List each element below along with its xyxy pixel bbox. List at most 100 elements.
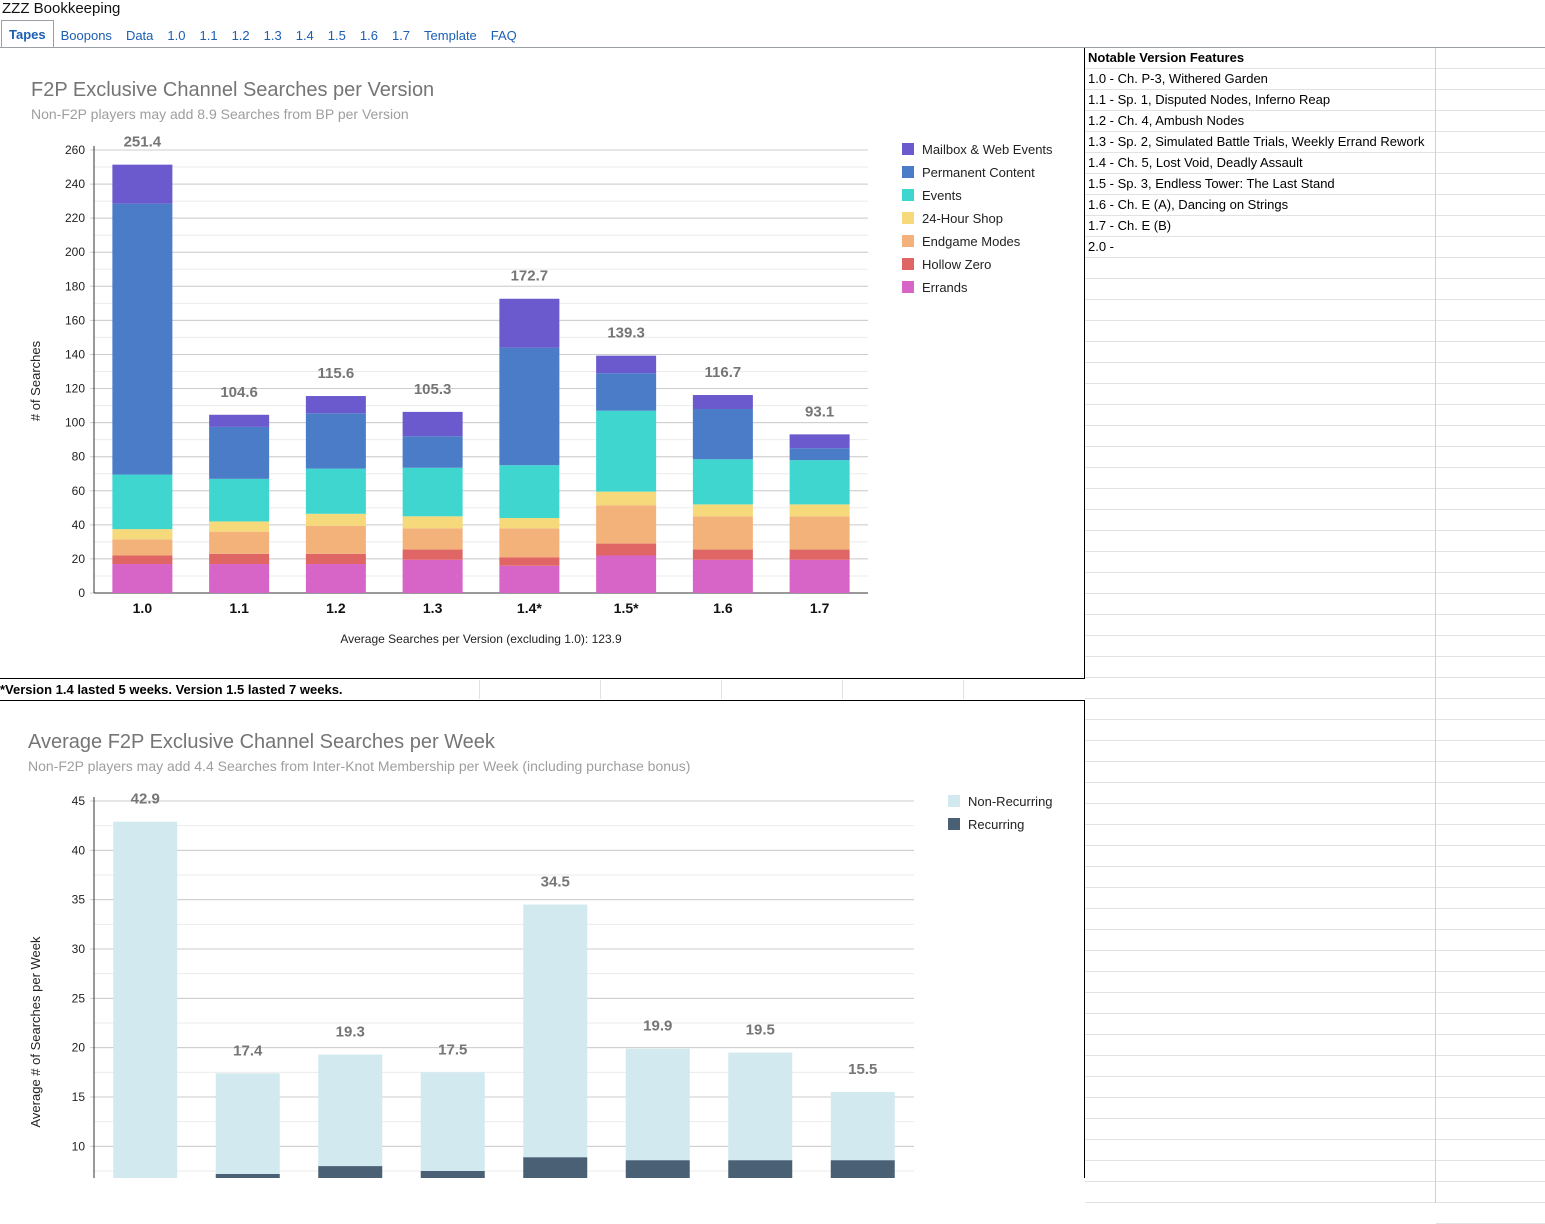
empty-cell[interactable] [1085, 594, 1435, 615]
empty-cell[interactable] [1085, 531, 1435, 552]
empty-cell[interactable] [1436, 342, 1545, 363]
empty-cell[interactable] [1085, 279, 1435, 300]
empty-cell[interactable] [1085, 1056, 1435, 1077]
empty-cell[interactable] [1436, 993, 1545, 1014]
empty-cell[interactable] [1436, 615, 1545, 636]
empty-cell[interactable] [1085, 363, 1435, 384]
empty-cell[interactable] [1436, 909, 1545, 930]
feature-row[interactable]: 1.1 - Sp. 1, Disputed Nodes, Inferno Rea… [1085, 90, 1435, 111]
empty-cell[interactable] [1436, 426, 1545, 447]
empty-cell[interactable] [1085, 573, 1435, 594]
empty-cell[interactable] [1436, 447, 1545, 468]
empty-cell[interactable] [1085, 1098, 1435, 1119]
empty-cell[interactable] [1085, 552, 1435, 573]
empty-cell[interactable] [1436, 825, 1545, 846]
empty-cell[interactable] [1436, 111, 1545, 132]
tab-1-4[interactable]: 1.4 [295, 28, 314, 43]
feature-row[interactable]: 1.4 - Ch. 5, Lost Void, Deadly Assault [1085, 153, 1435, 174]
empty-cell[interactable] [1085, 405, 1435, 426]
empty-cell[interactable] [1085, 258, 1435, 279]
empty-cell[interactable] [1436, 90, 1545, 111]
empty-cell[interactable] [1436, 846, 1545, 867]
empty-cell[interactable] [1436, 678, 1545, 699]
empty-cell[interactable] [1436, 216, 1545, 237]
tab-data[interactable]: Data [125, 28, 154, 43]
empty-cell[interactable] [1436, 1098, 1545, 1119]
tab-boopons[interactable]: Boopons [60, 28, 112, 43]
empty-cell[interactable] [1436, 279, 1545, 300]
empty-cell[interactable] [1436, 1182, 1545, 1203]
empty-cell[interactable] [1436, 1014, 1545, 1035]
empty-cell[interactable] [1436, 468, 1545, 489]
empty-cell[interactable] [1085, 741, 1435, 762]
feature-row[interactable]: 1.2 - Ch. 4, Ambush Nodes [1085, 111, 1435, 132]
empty-cell[interactable] [1436, 195, 1545, 216]
empty-cell[interactable] [1436, 594, 1545, 615]
empty-cell[interactable] [1436, 1203, 1545, 1224]
empty-cell[interactable] [1085, 657, 1435, 678]
tab-1-2[interactable]: 1.2 [231, 28, 250, 43]
empty-cell[interactable] [1085, 783, 1435, 804]
empty-cell[interactable] [1436, 1140, 1545, 1161]
empty-cell[interactable] [1085, 1182, 1435, 1203]
empty-cell[interactable] [1085, 1161, 1435, 1182]
empty-cell[interactable] [1436, 489, 1545, 510]
tab-tapes[interactable]: Tapes [1, 20, 54, 48]
empty-cell[interactable] [1436, 783, 1545, 804]
empty-cell[interactable] [1085, 1119, 1435, 1140]
empty-cell[interactable] [1085, 720, 1435, 741]
empty-cell[interactable] [1085, 489, 1435, 510]
empty-cell[interactable] [1085, 426, 1435, 447]
empty-cell[interactable] [1085, 804, 1435, 825]
empty-cell[interactable] [1436, 867, 1545, 888]
empty-cell[interactable] [1085, 1077, 1435, 1098]
empty-cell[interactable] [1085, 468, 1435, 489]
feature-row[interactable]: 1.0 - Ch. P-3, Withered Garden [1085, 69, 1435, 90]
empty-cell[interactable] [1436, 930, 1545, 951]
empty-cell[interactable] [1085, 762, 1435, 783]
empty-cell[interactable] [1436, 720, 1545, 741]
empty-cell[interactable] [1436, 384, 1545, 405]
empty-cell[interactable] [1436, 741, 1545, 762]
empty-cell[interactable] [1085, 993, 1435, 1014]
empty-cell[interactable] [1436, 510, 1545, 531]
empty-cell[interactable] [1085, 342, 1435, 363]
empty-cell[interactable] [1085, 384, 1435, 405]
empty-cell[interactable] [1436, 951, 1545, 972]
empty-cell[interactable] [1436, 804, 1545, 825]
tab-faq[interactable]: FAQ [490, 28, 517, 43]
empty-cell[interactable] [1085, 1035, 1435, 1056]
empty-cell[interactable] [1436, 1119, 1545, 1140]
tab-1-7[interactable]: 1.7 [391, 28, 411, 43]
empty-cell[interactable] [1085, 951, 1435, 972]
feature-row[interactable]: 1.3 - Sp. 2, Simulated Battle Trials, We… [1085, 132, 1435, 153]
empty-cell[interactable] [1436, 573, 1545, 594]
empty-cell[interactable] [1436, 405, 1545, 426]
empty-cell[interactable] [1436, 132, 1545, 153]
empty-cell[interactable] [1436, 1077, 1545, 1098]
empty-cell[interactable] [1436, 363, 1545, 384]
empty-cell[interactable] [1085, 867, 1435, 888]
empty-cell[interactable] [1085, 321, 1435, 342]
empty-cell[interactable] [1085, 846, 1435, 867]
empty-cell[interactable] [1436, 153, 1545, 174]
empty-cell[interactable] [1085, 1140, 1435, 1161]
empty-cell[interactable] [1436, 762, 1545, 783]
empty-cell[interactable] [1085, 972, 1435, 993]
empty-cell[interactable] [1436, 888, 1545, 909]
empty-cell[interactable] [1436, 258, 1545, 279]
empty-cell[interactable] [1436, 699, 1545, 720]
empty-cell[interactable] [1085, 825, 1435, 846]
empty-cell[interactable] [1085, 930, 1435, 951]
empty-cell[interactable] [1436, 972, 1545, 993]
empty-cell[interactable] [1085, 909, 1435, 930]
tab-template[interactable]: Template [424, 28, 477, 43]
empty-cell[interactable] [1085, 636, 1435, 657]
empty-cell[interactable] [1436, 48, 1545, 69]
tab-1-6[interactable]: 1.6 [359, 28, 378, 43]
tab-1-0[interactable]: 1.0 [167, 28, 186, 43]
feature-row[interactable]: 1.6 - Ch. E (A), Dancing on Strings [1085, 195, 1435, 216]
empty-cell[interactable] [1436, 1161, 1545, 1182]
empty-cell[interactable] [1436, 657, 1545, 678]
empty-cell[interactable] [1436, 69, 1545, 90]
